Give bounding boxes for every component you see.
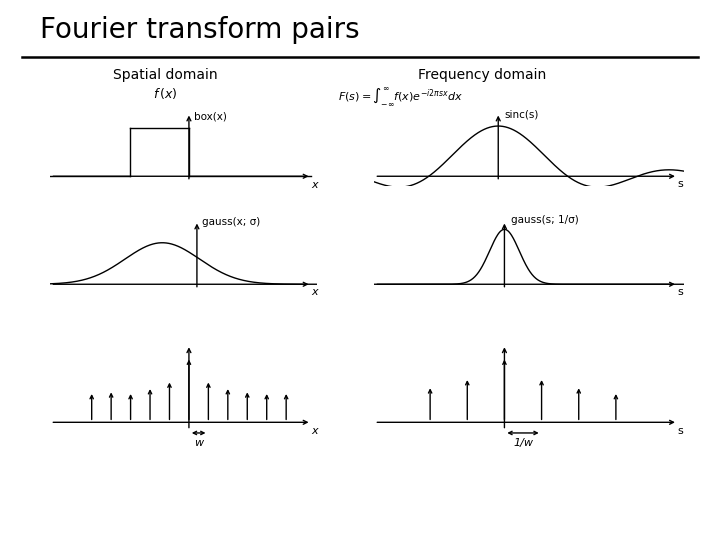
Text: s: s [678, 179, 683, 189]
Text: s: s [678, 426, 683, 436]
Text: $f\,(x)$: $f\,(x)$ [153, 86, 178, 102]
Text: x: x [312, 180, 318, 190]
Text: box(x): box(x) [194, 111, 227, 122]
Text: gauss(s; 1/σ): gauss(s; 1/σ) [510, 215, 578, 225]
Text: x: x [312, 287, 318, 297]
Text: 1/w: 1/w [513, 438, 533, 448]
Text: s: s [678, 287, 683, 297]
Text: $F(s) = \int_{-\infty}^{\infty} f(x)e^{-i2\pi sx}dx$: $F(s) = \int_{-\infty}^{\infty} f(x)e^{-… [338, 85, 464, 107]
Text: w: w [194, 438, 203, 448]
Text: x: x [312, 426, 318, 436]
Text: gauss(x; σ): gauss(x; σ) [202, 217, 261, 227]
Text: Frequency domain: Frequency domain [418, 68, 546, 82]
Text: sinc(s): sinc(s) [505, 109, 539, 119]
Text: Fourier transform pairs: Fourier transform pairs [40, 16, 359, 44]
Text: Spatial domain: Spatial domain [113, 68, 218, 82]
